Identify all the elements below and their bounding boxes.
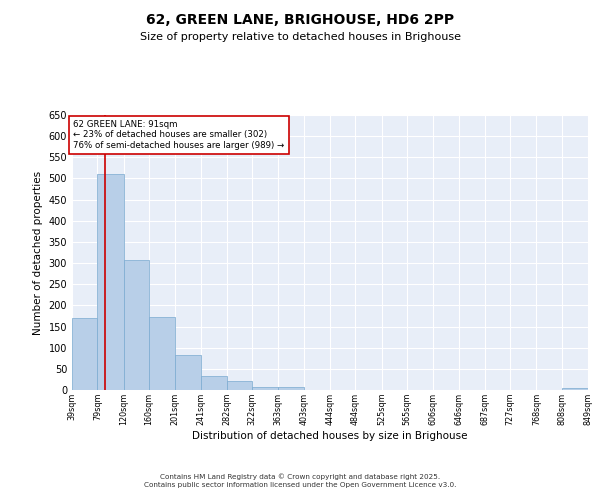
X-axis label: Distribution of detached houses by size in Brighouse: Distribution of detached houses by size … xyxy=(192,431,468,441)
Bar xyxy=(97,174,124,390)
Text: 62, GREEN LANE, BRIGHOUSE, HD6 2PP: 62, GREEN LANE, BRIGHOUSE, HD6 2PP xyxy=(146,12,454,26)
Bar xyxy=(72,318,97,390)
Bar xyxy=(149,317,175,390)
Bar xyxy=(175,356,200,390)
Bar xyxy=(252,387,278,390)
Text: 62 GREEN LANE: 91sqm
← 23% of detached houses are smaller (302)
76% of semi-deta: 62 GREEN LANE: 91sqm ← 23% of detached h… xyxy=(73,120,284,150)
Text: Size of property relative to detached houses in Brighouse: Size of property relative to detached ho… xyxy=(139,32,461,42)
Y-axis label: Number of detached properties: Number of detached properties xyxy=(33,170,43,334)
Bar xyxy=(227,380,252,390)
Bar xyxy=(124,260,149,390)
Bar xyxy=(278,387,304,390)
Text: Contains HM Land Registry data © Crown copyright and database right 2025.
Contai: Contains HM Land Registry data © Crown c… xyxy=(144,474,456,488)
Bar xyxy=(562,388,588,390)
Bar xyxy=(200,376,227,390)
